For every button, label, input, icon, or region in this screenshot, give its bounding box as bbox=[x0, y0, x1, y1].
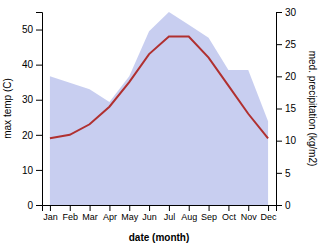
tick-mark bbox=[276, 205, 282, 206]
tick-label: Dec bbox=[261, 212, 278, 222]
tick-mark bbox=[70, 205, 71, 211]
tick-label: 20 bbox=[22, 130, 34, 141]
tick: Jul bbox=[164, 205, 176, 222]
tick-mark bbox=[149, 205, 150, 211]
tick-mark bbox=[36, 30, 42, 31]
tick-mark bbox=[276, 44, 282, 45]
tick-mark bbox=[36, 100, 42, 101]
tick-label: 30 bbox=[285, 7, 297, 18]
tick-label: Jun bbox=[142, 212, 157, 222]
tick-label: Jan bbox=[43, 212, 58, 222]
tick-mark bbox=[189, 205, 190, 211]
tick-label: Feb bbox=[63, 212, 79, 222]
tick-label: 0 bbox=[27, 200, 33, 211]
tick: 50 bbox=[22, 24, 42, 35]
tick: Sep bbox=[201, 205, 217, 222]
tick: 10 bbox=[22, 165, 42, 176]
tick-label: 10 bbox=[285, 135, 297, 146]
tick-label: 0 bbox=[285, 200, 291, 211]
y-axis-title: max temp (C) bbox=[2, 78, 13, 139]
tick-label: 30 bbox=[22, 94, 34, 105]
tick: 0 bbox=[27, 200, 42, 211]
tick-label: Jul bbox=[164, 212, 176, 222]
axis-line bbox=[277, 13, 283, 206]
tick: 30 bbox=[22, 94, 42, 105]
tick-label: May bbox=[121, 212, 139, 222]
marks bbox=[50, 12, 268, 205]
line bbox=[50, 37, 268, 139]
tick-mark bbox=[36, 205, 42, 206]
tick-mark bbox=[36, 65, 42, 66]
tick-mark bbox=[276, 173, 282, 174]
tick-mark bbox=[36, 135, 42, 136]
tick: Dec bbox=[261, 205, 278, 222]
tick-mark bbox=[209, 205, 210, 211]
tick-label: Mar bbox=[82, 212, 98, 222]
tick-label: Nov bbox=[241, 212, 258, 222]
tick: 5 bbox=[276, 168, 291, 179]
y2-axis: 0 5 10 15 20 25 30 bbox=[276, 7, 297, 211]
tick: Apr bbox=[103, 205, 117, 222]
tick: Feb bbox=[63, 205, 79, 222]
tick-label: Aug bbox=[181, 212, 197, 222]
tick: 15 bbox=[276, 103, 297, 114]
tick-mark bbox=[276, 141, 282, 142]
tick-label: 20 bbox=[285, 71, 297, 82]
tick: Mar bbox=[82, 205, 98, 222]
x-axis: Jan FebMar Apr MayJun Jul Aug Sep Oct NovDec bbox=[43, 205, 278, 222]
tick: 25 bbox=[276, 39, 297, 50]
tick-label: 5 bbox=[285, 168, 291, 179]
chart: Jan FebMar Apr MayJun Jul Aug Sep Oct NovDec 0 10 2… bbox=[0, 0, 318, 247]
tick-mark bbox=[228, 205, 229, 211]
tick: 10 bbox=[276, 135, 297, 146]
tick-mark bbox=[169, 205, 170, 211]
plot-area: Jan FebMar Apr MayJun Jul Aug Sep Oct NovDec 0 10 2… bbox=[22, 7, 297, 223]
tick: Jan bbox=[43, 205, 58, 222]
tick-label: 25 bbox=[285, 39, 297, 50]
tick: 20 bbox=[22, 130, 42, 141]
area bbox=[50, 12, 268, 205]
tick-label: 50 bbox=[22, 24, 34, 35]
tick-label: Oct bbox=[222, 212, 237, 222]
tick-mark bbox=[248, 205, 249, 211]
y2-axis-title: med. precipitation (kg/m2) bbox=[307, 51, 318, 167]
tick-label: Sep bbox=[201, 212, 217, 222]
tick: May bbox=[121, 205, 139, 222]
tick-mark bbox=[129, 205, 130, 211]
tick: Oct bbox=[222, 205, 237, 222]
tick-mark bbox=[276, 76, 282, 77]
tick-mark bbox=[109, 205, 110, 211]
tick-label: 10 bbox=[22, 165, 34, 176]
tick-mark bbox=[90, 205, 91, 211]
tick: 30 bbox=[276, 7, 297, 18]
tick: Nov bbox=[241, 205, 258, 222]
tick: 20 bbox=[276, 71, 297, 82]
y-axis: 0 10 20 30 40 50 bbox=[22, 13, 43, 211]
tick: 0 bbox=[276, 200, 291, 211]
tick-label: 40 bbox=[22, 59, 34, 70]
tick-mark bbox=[276, 109, 282, 110]
tick-mark bbox=[276, 12, 282, 13]
tick: Jun bbox=[142, 205, 157, 222]
tick-label: Apr bbox=[103, 212, 117, 222]
tick-mark bbox=[36, 170, 42, 171]
tick: 40 bbox=[22, 59, 42, 70]
tick: Aug bbox=[181, 205, 197, 222]
tick-mark bbox=[268, 205, 269, 211]
tick-mark bbox=[50, 205, 51, 211]
axis-line bbox=[36, 13, 43, 206]
x-axis-title: date (month) bbox=[129, 232, 190, 243]
tick-label: 15 bbox=[285, 103, 297, 114]
axis-line bbox=[43, 206, 277, 212]
